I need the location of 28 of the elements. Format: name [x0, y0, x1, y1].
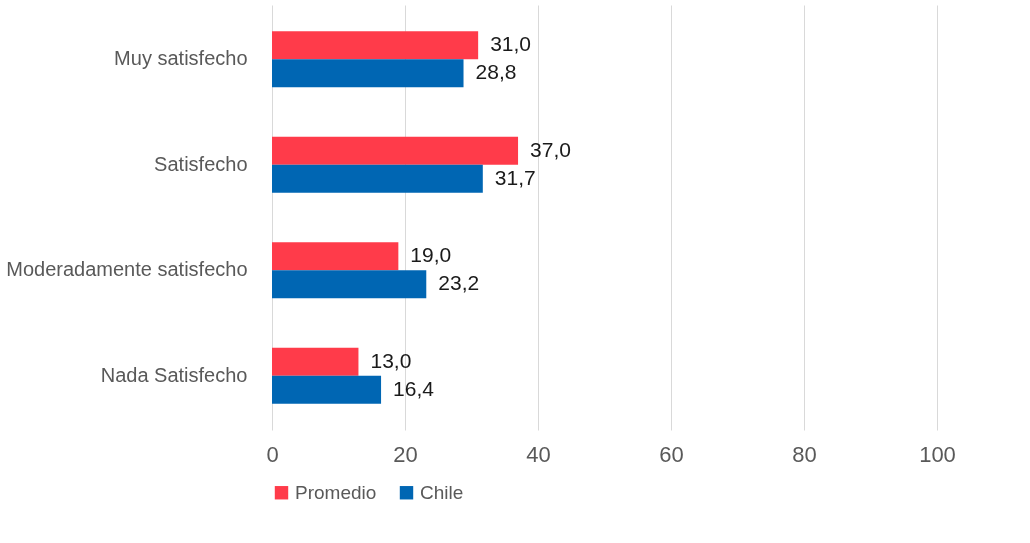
data-label: 28,8	[475, 60, 517, 84]
bar	[272, 270, 427, 299]
data-label: 31,7	[494, 165, 536, 189]
y-tick-label: Muy satisfecho	[114, 47, 248, 70]
bar	[272, 242, 399, 271]
bar	[272, 375, 382, 404]
x-tick-label: 80	[792, 441, 817, 467]
legend-label: Promedio	[295, 481, 377, 503]
bar	[272, 136, 519, 165]
bar	[272, 59, 464, 88]
bar	[272, 31, 479, 60]
x-tick-label: 60	[659, 441, 684, 467]
y-tick-label: Moderadamente satisfecho	[6, 258, 248, 281]
y-tick-label: Satisfecho	[154, 152, 248, 175]
data-label: 23,2	[438, 271, 480, 295]
data-label: 16,4	[393, 376, 435, 400]
x-tick-label: 20	[393, 441, 418, 467]
y-tick-label: Nada Satisfecho	[100, 363, 248, 386]
data-label: 31,0	[490, 32, 532, 56]
data-label: 37,0	[530, 137, 571, 161]
x-tick-label: 0	[266, 441, 279, 467]
data-label: 19,0	[410, 243, 452, 267]
data-label: 13,0	[370, 348, 412, 372]
x-tick-label: 40	[526, 441, 551, 467]
x-tick-label: 100	[919, 441, 956, 467]
legend-label: Chile	[420, 481, 464, 503]
bar	[272, 347, 359, 376]
bar	[272, 164, 483, 193]
